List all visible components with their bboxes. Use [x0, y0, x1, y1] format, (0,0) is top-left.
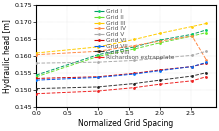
Point: [190, 35, 194, 37]
Point: [35, 77, 38, 80]
Point: [133, 44, 136, 47]
Point: [96, 90, 100, 92]
Point: [35, 88, 38, 90]
Point: [96, 86, 100, 88]
Point: [205, 72, 208, 74]
Point: [190, 75, 194, 77]
Point: [190, 25, 194, 28]
Point: [35, 93, 38, 95]
Point: [35, 79, 38, 81]
Point: [35, 62, 38, 64]
Point: [96, 54, 100, 56]
Point: [158, 57, 162, 59]
Point: [190, 80, 194, 82]
Point: [205, 32, 208, 34]
Point: [205, 61, 208, 64]
Point: [96, 61, 100, 63]
Point: [158, 32, 162, 34]
Point: [190, 66, 194, 68]
Point: [133, 46, 136, 48]
Point: [190, 35, 194, 37]
Point: [96, 76, 100, 78]
Point: [205, 59, 208, 61]
Point: [158, 40, 162, 42]
Point: [133, 48, 136, 50]
Y-axis label: Hydraulic head [m]: Hydraulic head [m]: [4, 19, 12, 93]
Point: [35, 74, 38, 76]
Point: [190, 54, 194, 56]
Point: [158, 79, 162, 81]
Legend: Grid I, Grid II, Grid III, Grid IV, Grid V, Grid VI, Grid VII, Grid VIII, Richar: Grid I, Grid II, Grid III, Grid IV, Grid…: [93, 8, 175, 61]
X-axis label: Normalized Grid Spacing: Normalized Grid Spacing: [78, 119, 174, 127]
Point: [96, 55, 100, 57]
Point: [133, 83, 136, 85]
Point: [205, 22, 208, 24]
Point: [158, 70, 162, 72]
Point: [205, 76, 208, 78]
Point: [190, 66, 194, 68]
Point: [96, 50, 100, 52]
Point: [158, 39, 162, 41]
Point: [35, 52, 38, 54]
Point: [205, 29, 208, 31]
Point: [96, 76, 100, 78]
Point: [158, 42, 162, 44]
Point: [35, 54, 38, 56]
Point: [35, 76, 38, 78]
Point: [205, 50, 208, 52]
Point: [158, 83, 162, 85]
Point: [133, 87, 136, 89]
Point: [133, 73, 136, 75]
Point: [96, 46, 100, 48]
Point: [158, 69, 162, 71]
Point: [133, 59, 136, 61]
Point: [190, 33, 194, 35]
Point: [133, 72, 136, 74]
Point: [205, 62, 208, 64]
Point: [133, 38, 136, 40]
